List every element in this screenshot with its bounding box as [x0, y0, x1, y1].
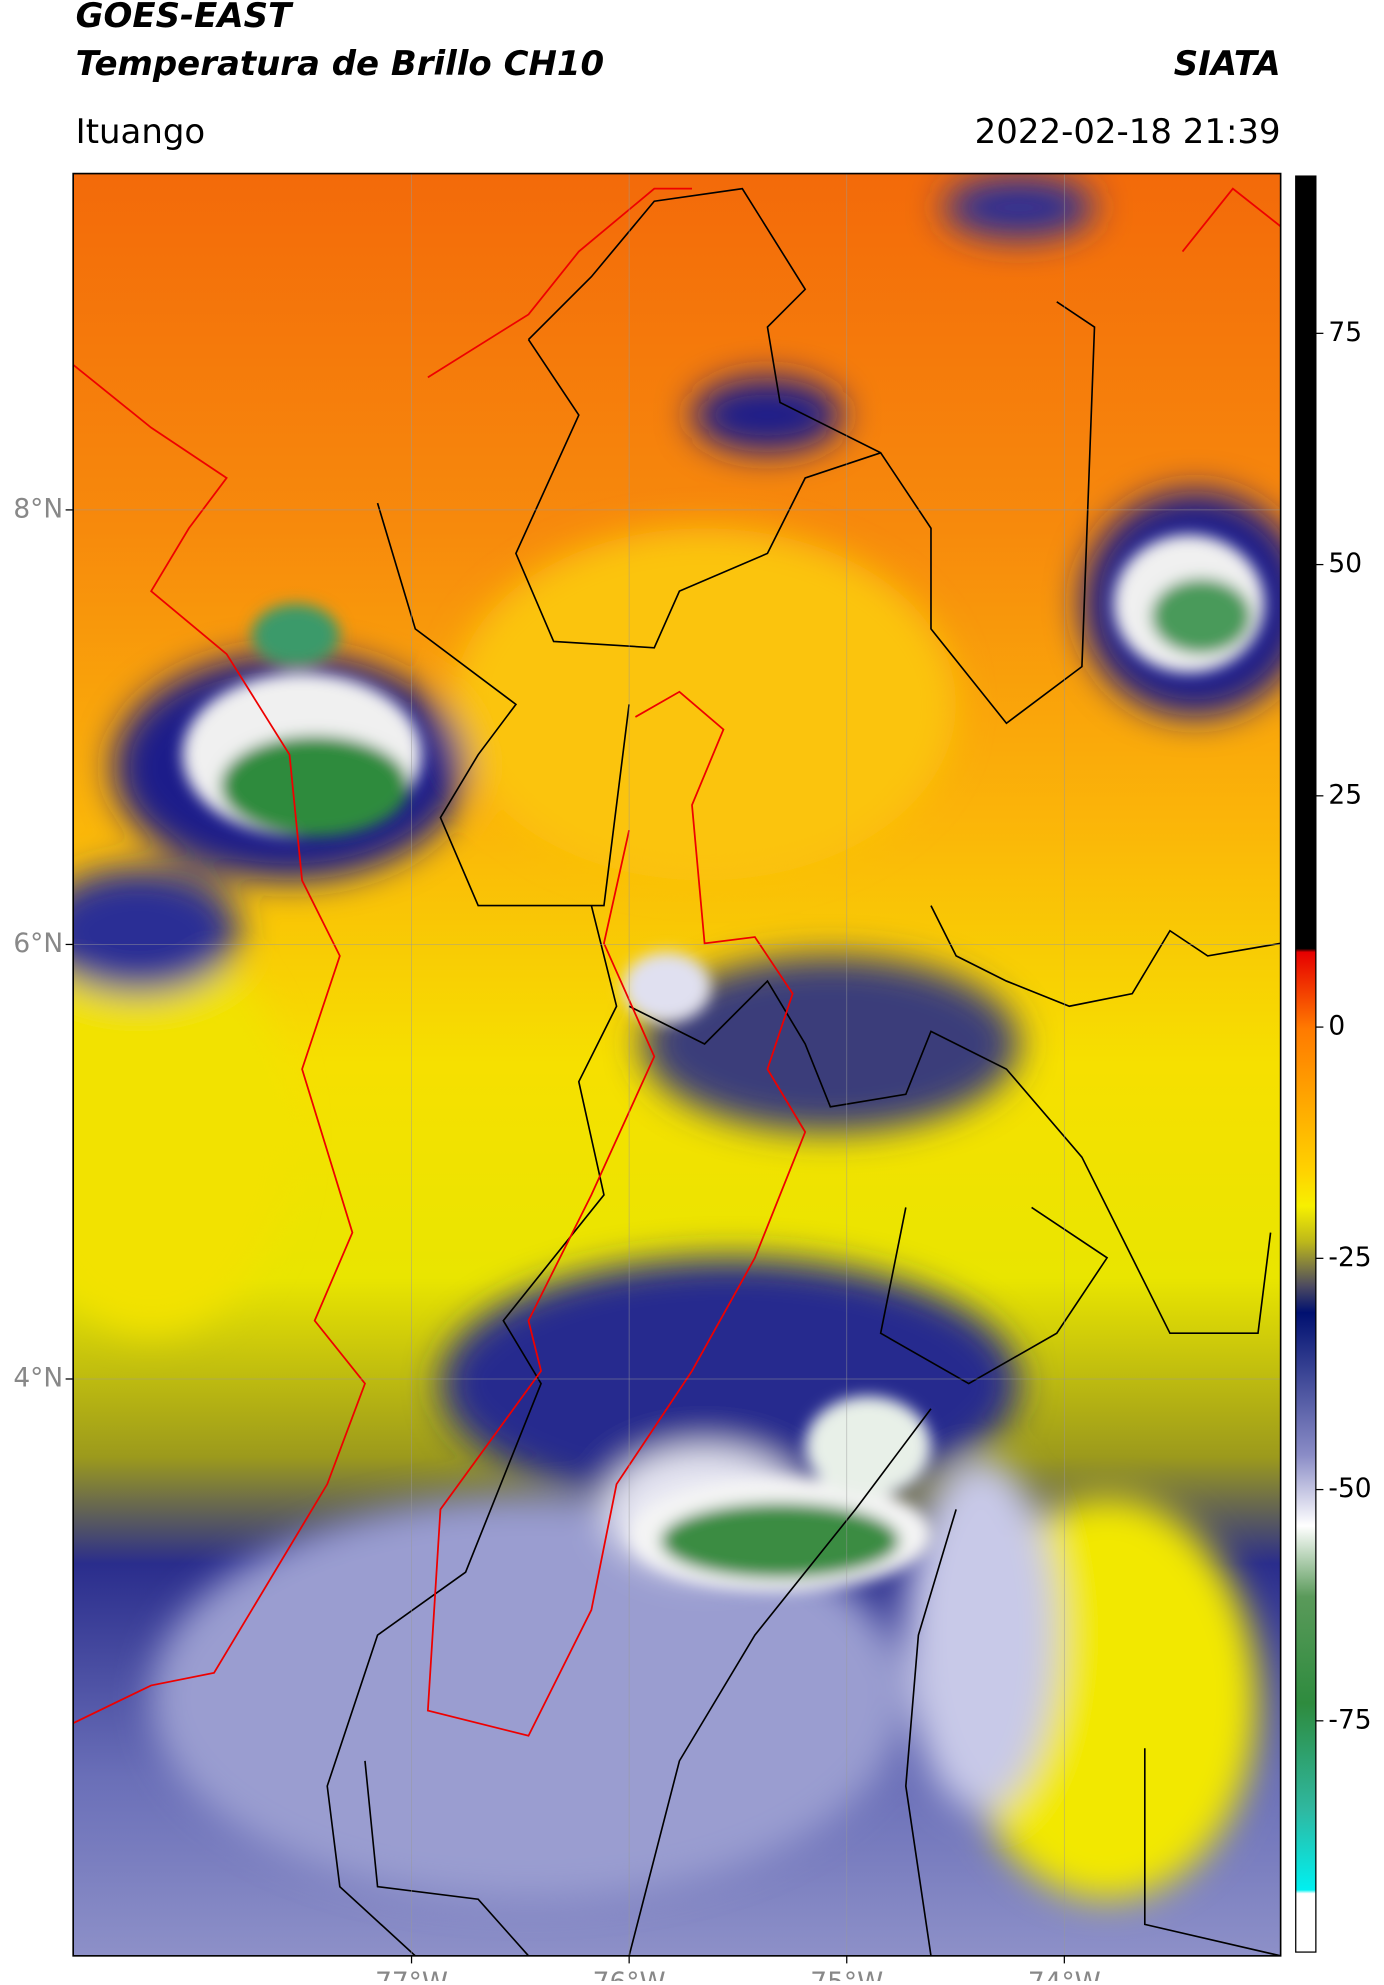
lon-tick-label: 77°W [375, 1967, 448, 1981]
location: Ituango [76, 112, 206, 152]
lat-tick-label: 6°N [13, 928, 63, 959]
title-line2: Temperatura de Brillo CH10 [76, 44, 604, 84]
lat-tick-label: 8°N [13, 493, 63, 524]
colorbar-tick-label: -25 [1328, 1242, 1371, 1273]
lon-tick-label: 75°W [810, 1967, 883, 1981]
colorbar [1295, 175, 1317, 1953]
title-line1: GOES-EAST [76, 0, 294, 36]
map-image [73, 173, 1281, 1956]
colorbar-tick-label: -50 [1328, 1473, 1371, 1504]
datetime: 2022-02-18 21:39 [975, 112, 1281, 152]
lon-tick-label: 74°W [1028, 1967, 1101, 1981]
colorbar-tick-label: 50 [1328, 548, 1362, 579]
colorbar-tick-label: 25 [1328, 779, 1362, 810]
lon-tick-label: 76°W [593, 1967, 666, 1981]
lat-tick-label: 4°N [13, 1362, 63, 1393]
logo: SIATA [1174, 44, 1281, 84]
colorbar-tick-label: -75 [1328, 1704, 1371, 1735]
colorbar-tick-label: 75 [1328, 317, 1362, 348]
colorbar-tick-label: 0 [1328, 1011, 1345, 1042]
map-frame [72, 172, 1282, 1957]
